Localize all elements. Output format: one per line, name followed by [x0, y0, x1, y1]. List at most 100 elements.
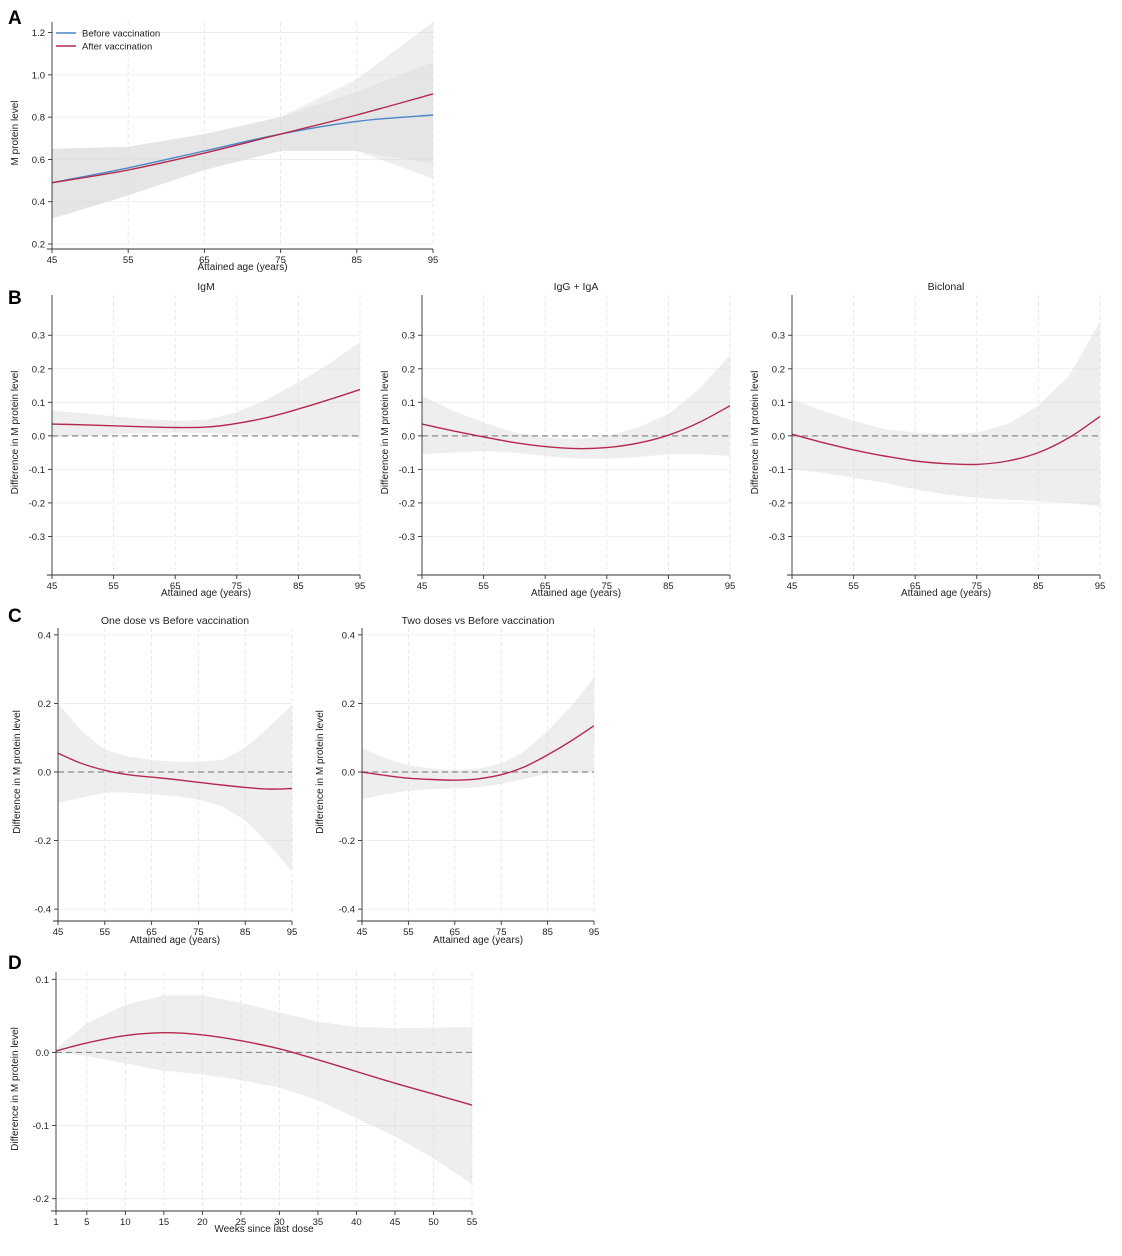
- y-tick-label: -0.4: [339, 905, 355, 916]
- series-line-1: [51, 114, 434, 184]
- legend-label: Before vaccination: [82, 29, 160, 40]
- y-tick-label: -0.1: [33, 1121, 49, 1132]
- chart-b1: 45 55 65 75 85 95 -0.3 -0.2 -0.1 0.0 0.1 0.2 0.3 Atta…: [10, 281, 365, 599]
- y-tick-label: -0.2: [399, 498, 415, 509]
- x-tick-label: 55: [100, 927, 111, 938]
- y-tick-label: -0.2: [35, 836, 51, 847]
- x-tick-label: 45: [390, 1217, 401, 1228]
- x-tick-label: 95: [1095, 581, 1106, 592]
- y-tick-label: 0.2: [342, 699, 355, 710]
- y-tick-label: 0.3: [772, 331, 785, 342]
- chart-a: 45 55 65 75 85 95 0.2 0.4 0.6 0.8 1.0 1.2 Attained a…: [10, 22, 438, 273]
- x-tick-label: 85: [352, 255, 363, 266]
- y-tick-label: 0.0: [402, 431, 415, 442]
- y-axis-title: Difference in M protein level: [750, 371, 761, 495]
- y-tick-label: 0.1: [36, 975, 49, 986]
- x-tick-label: 65: [170, 581, 181, 592]
- x-tick-label: 75: [972, 581, 983, 592]
- x-tick-label: 55: [108, 581, 119, 592]
- x-tick-label: 45: [53, 927, 64, 938]
- x-tick-label: 75: [275, 255, 286, 266]
- y-tick-label: -0.3: [29, 532, 45, 543]
- x-tick-label: 95: [725, 581, 736, 592]
- y-tick-label: 0.4: [32, 197, 45, 208]
- series-line-1: [51, 388, 361, 429]
- chart-title: One dose vs Before vaccination: [101, 615, 249, 627]
- confidence-band-1: [58, 703, 292, 872]
- panel-label-d: D: [8, 953, 22, 974]
- confidence-band-1: [52, 62, 433, 219]
- series-line-1: [361, 725, 595, 781]
- x-tick-label: 85: [240, 927, 251, 938]
- x-tick-label: 10: [120, 1217, 131, 1228]
- y-tick-label: -0.1: [29, 465, 45, 476]
- series-line-1: [55, 1031, 473, 1106]
- x-axis-title: Weeks since last dose: [214, 1224, 314, 1235]
- x-tick-label: 20: [197, 1217, 208, 1228]
- x-tick-label: 25: [236, 1217, 247, 1228]
- y-tick-label: 0.1: [32, 398, 45, 409]
- series-line-1: [57, 752, 293, 790]
- chart-d: 1 5 10 15 20 25 30 35 40 45 50 55-0.2-0.10.00.1Week…: [10, 972, 477, 1235]
- x-tick-label: 65: [199, 255, 210, 266]
- y-tick-label: -0.2: [33, 1194, 49, 1205]
- chart-title: IgG + IgA: [554, 281, 599, 293]
- confidence-band-1: [792, 321, 1100, 507]
- confidence-band-1: [56, 995, 472, 1185]
- x-tick-label: 50: [428, 1217, 439, 1228]
- x-tick-label: 55: [403, 927, 414, 938]
- x-tick-label: 45: [357, 927, 368, 938]
- confidence-band-2: [52, 22, 433, 219]
- confidence-band-1: [422, 355, 730, 459]
- y-tick-label: 0.4: [342, 630, 355, 641]
- y-axis-title: Difference in M protein level: [10, 1027, 21, 1151]
- series-line-1: [791, 415, 1101, 466]
- y-tick-label: -0.1: [769, 465, 785, 476]
- x-tick-label: 65: [540, 581, 551, 592]
- x-tick-label: 55: [478, 581, 489, 592]
- panel-label-c: C: [8, 606, 22, 627]
- y-tick-label: -0.1: [399, 465, 415, 476]
- y-tick-label: -0.2: [339, 836, 355, 847]
- chart-title: IgM: [197, 281, 215, 293]
- y-tick-label: 0.2: [38, 699, 51, 710]
- y-tick-label: 0.1: [402, 398, 415, 409]
- y-tick-label: 1.2: [32, 28, 45, 39]
- y-tick-label: 1.0: [32, 70, 45, 81]
- x-tick-label: 1: [53, 1217, 58, 1228]
- y-tick-label: 0.1: [772, 398, 785, 409]
- y-tick-label: -0.3: [769, 532, 785, 543]
- confidence-band-1: [362, 677, 594, 800]
- x-tick-label: 75: [602, 581, 613, 592]
- x-tick-label: 65: [146, 927, 157, 938]
- x-tick-label: 95: [355, 581, 366, 592]
- x-tick-label: 95: [428, 255, 439, 266]
- y-tick-label: -0.3: [399, 532, 415, 543]
- y-tick-label: 0.6: [32, 155, 45, 166]
- y-axis-title: M protein level: [10, 100, 21, 165]
- y-tick-label: 0.0: [38, 768, 51, 779]
- y-tick-label: 0.2: [32, 364, 45, 375]
- x-tick-label: 55: [123, 255, 134, 266]
- x-tick-label: 55: [848, 581, 859, 592]
- y-tick-label: -0.2: [29, 498, 45, 509]
- legend-label: After vaccination: [82, 42, 152, 53]
- y-tick-label: 0.0: [772, 431, 785, 442]
- x-tick-label: 75: [193, 927, 204, 938]
- x-tick-label: 5: [84, 1217, 89, 1228]
- x-tick-label: 45: [47, 255, 58, 266]
- y-tick-label: 0.3: [32, 331, 45, 342]
- y-axis-title: Difference in M protein level: [10, 371, 21, 495]
- y-axis-title: Difference in M protein level: [315, 710, 326, 834]
- y-tick-label: 0.3: [402, 331, 415, 342]
- x-tick-label: 45: [47, 581, 58, 592]
- chart-b3: 45 55 65 75 85 95 -0.3 -0.2 -0.1 0.0 0.1 0.2 0.3 Atta…: [750, 281, 1105, 599]
- x-tick-label: 30: [274, 1217, 285, 1228]
- chart-c2: 45 55 65 75 85 95 -0.4 -0.2 0.0 0.2 0.4 Attained ag…: [315, 615, 599, 946]
- x-axis-title: Attained age (years): [433, 935, 523, 946]
- chart-b2: 45 55 65 75 85 95 -0.3 -0.2 -0.1 0.0 0.1 0.2 0.3 Atta…: [380, 281, 735, 599]
- x-axis-title: Attained age (years): [161, 588, 251, 599]
- y-tick-label: 0.8: [32, 113, 45, 124]
- x-tick-label: 40: [351, 1217, 362, 1228]
